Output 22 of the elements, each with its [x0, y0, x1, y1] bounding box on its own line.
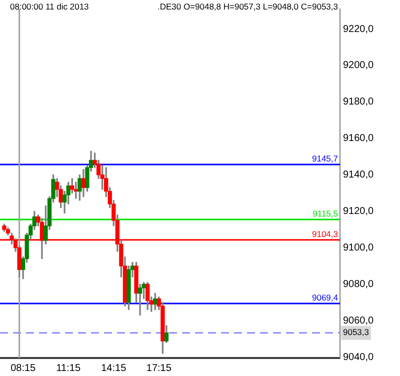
ref-line-label: 9115,5 [312, 208, 338, 219]
x-tick-label: 17:15 [146, 362, 172, 374]
ref-line-label: 9145,7 [312, 154, 338, 164]
x-tick-label: 11:15 [56, 362, 81, 374]
y-tick-label: 9100,0 [343, 242, 374, 254]
ref-line-label: 9053,3 [343, 327, 370, 338]
y-tick-label: 9060,0 [343, 315, 374, 326]
chart-subtitle: .DE30 O=9048,8 H=9057,3 L=9048,0 C=9053,3 [157, 2, 338, 12]
y-tick-label: 9220,0 [343, 24, 374, 35]
candlestick [138, 284, 142, 316]
chart-title: 08:00:00 11 dic 2013 [10, 2, 90, 12]
y-tick-label: 9080,0 [343, 278, 374, 290]
ref-line-label: 9104,3 [312, 229, 338, 239]
y-tick-label: 9180,0 [343, 96, 374, 108]
y-tick-label: 9120,0 [343, 206, 374, 218]
y-tick-label: 9040,0 [343, 352, 374, 363]
x-tick-label: 08:15 [10, 362, 36, 374]
y-tick-label: 9160,0 [343, 133, 374, 144]
ref-line-label: 9069,4 [312, 292, 338, 303]
y-tick-label: 9200,0 [343, 60, 374, 72]
x-tick-label: 14:15 [101, 362, 127, 374]
y-tick-label: 9140,0 [343, 170, 374, 181]
